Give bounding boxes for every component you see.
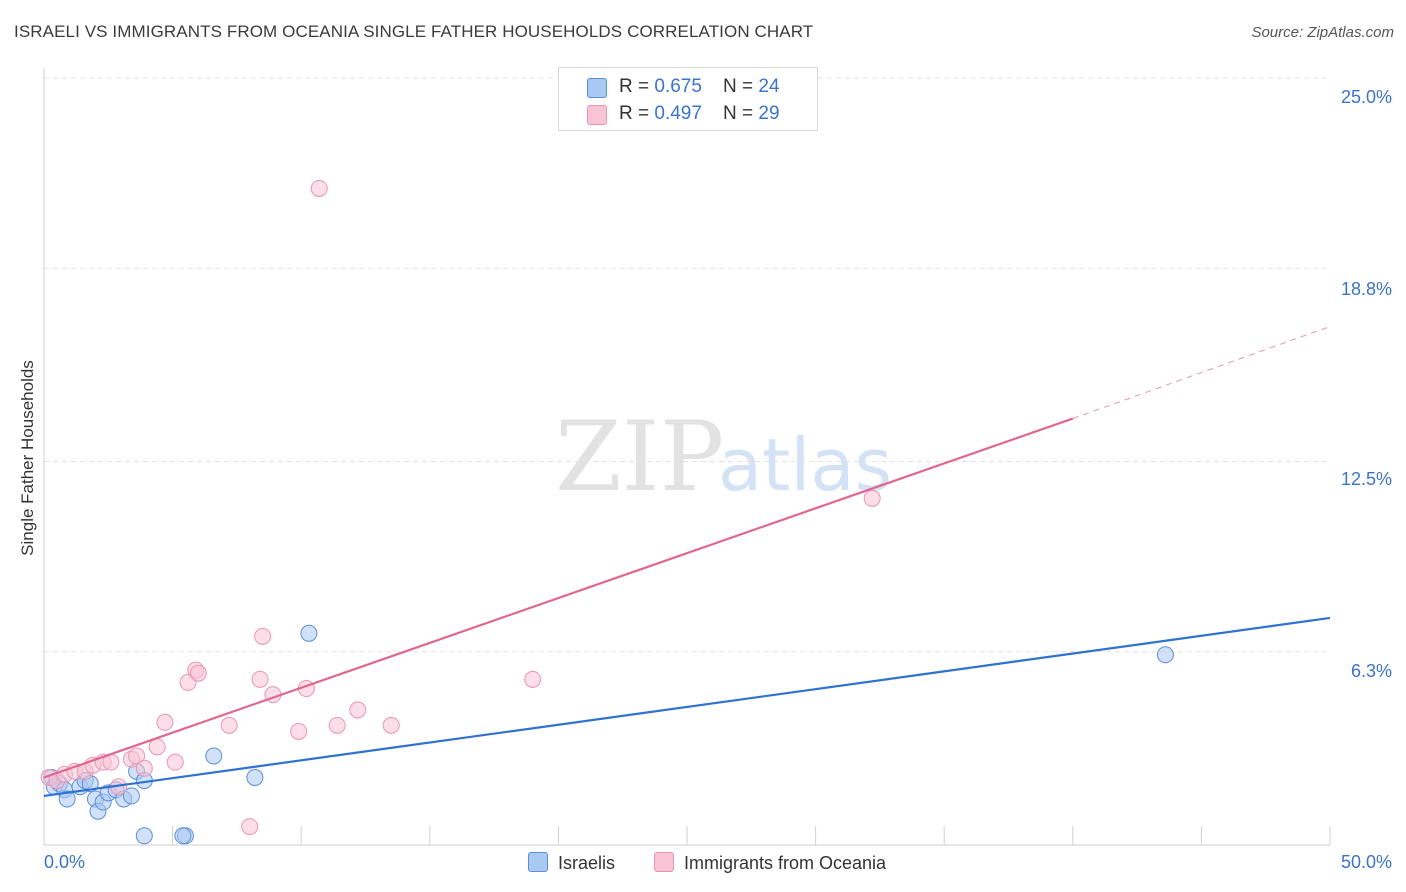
legend-r-value: 0.675 — [654, 76, 702, 97]
point-oceania — [166, 753, 184, 771]
point-israelis — [174, 827, 192, 845]
y-tick-label: 12.5% — [1340, 469, 1392, 489]
point-oceania — [349, 701, 367, 719]
point-israelis — [135, 827, 153, 845]
watermark-atlas: atlas — [718, 423, 892, 507]
point-oceania — [148, 738, 166, 756]
trend-line-oceania — [43, 417, 1074, 779]
point-oceania — [189, 664, 207, 682]
chart-title: ISRAELI VS IMMIGRANTS FROM OCEANIA SINGL… — [14, 22, 814, 41]
bottom-legend-label-oceania: Immigrants from Oceania — [684, 853, 887, 873]
point-oceania — [251, 670, 269, 688]
legend-r-label: R = — [619, 76, 655, 97]
point-oceania — [128, 747, 146, 765]
bottom-legend-israelis: Israelis — [528, 852, 615, 874]
point-israelis — [300, 624, 318, 642]
bottom-legend-oceania: Immigrants from Oceania — [654, 852, 886, 874]
bottom-legend-swatch-israelis — [528, 852, 548, 872]
point-oceania — [863, 489, 881, 507]
point-oceania — [328, 716, 346, 734]
legend-n-value: 24 — [758, 76, 780, 97]
point-oceania — [382, 716, 400, 734]
trend-line-israelis — [43, 616, 1331, 798]
point-oceania — [135, 759, 153, 777]
bottom-legend-swatch-oceania — [654, 852, 674, 872]
y-tick-label: 25.0% — [1340, 87, 1392, 107]
legend-n-value: 29 — [758, 103, 780, 124]
trend-line-oceania-extension — [1072, 326, 1331, 420]
point-israelis — [122, 787, 140, 805]
point-israelis — [246, 769, 264, 787]
legend-swatch-oceania — [587, 105, 607, 125]
legend-swatch-israelis — [587, 78, 607, 98]
point-oceania — [290, 722, 308, 740]
point-oceania — [156, 713, 174, 731]
legend-r-label: R = — [619, 103, 655, 124]
point-oceania — [254, 627, 272, 645]
x-tick-label-max: 50.0% — [1340, 852, 1392, 872]
point-oceania — [310, 179, 328, 197]
stats-legend: R = 0.675 N = 24 R = 0.497 N = 29 — [558, 67, 818, 131]
point-israelis — [205, 747, 223, 765]
source-credit: Source: ZipAtlas.com — [1251, 24, 1394, 41]
watermark-zip: ZIP — [555, 401, 724, 513]
bottom-legend-label-israelis: Israelis — [558, 853, 616, 873]
point-oceania — [241, 818, 259, 836]
point-oceania — [220, 716, 238, 734]
point-israelis — [1156, 646, 1174, 664]
x-tick-label-min: 0.0% — [44, 852, 86, 872]
y-tick-label: 6.3% — [1350, 661, 1392, 681]
point-israelis — [58, 790, 76, 808]
legend-n-label: N = — [723, 76, 759, 97]
legend-n-label: N = — [723, 103, 759, 124]
point-oceania — [524, 670, 542, 688]
y-tick-label: 18.8% — [1340, 279, 1392, 299]
legend-r-value: 0.497 — [654, 103, 702, 124]
